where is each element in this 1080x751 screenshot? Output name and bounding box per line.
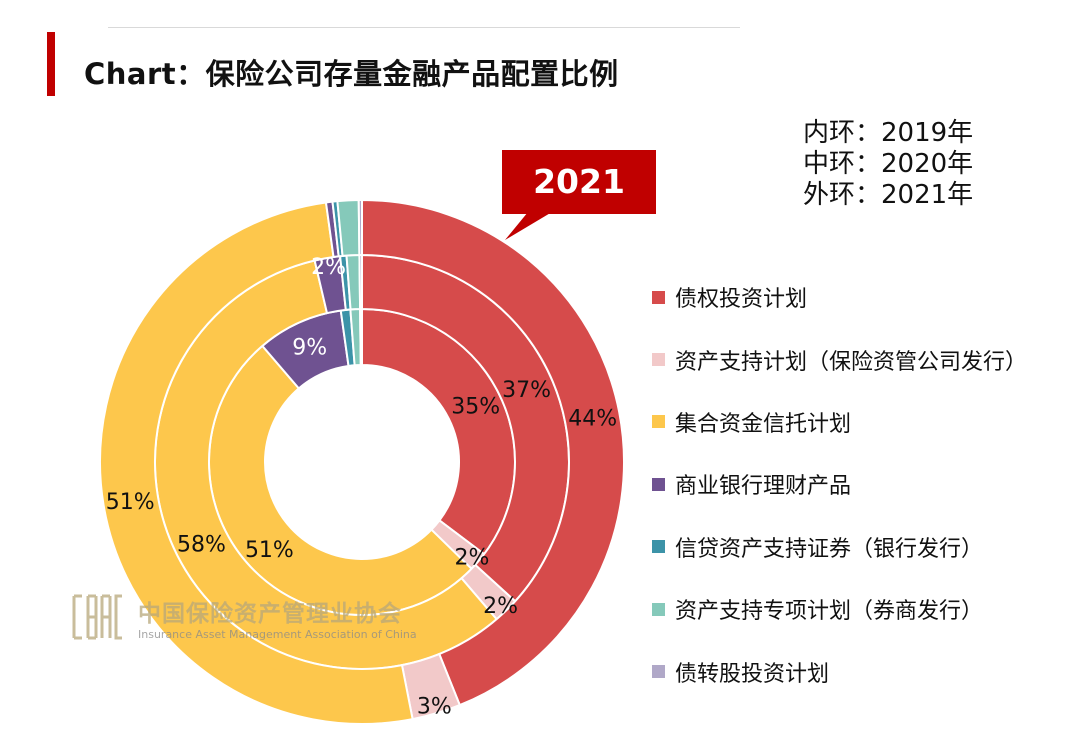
legend-swatch	[652, 665, 665, 679]
legend-swatch	[652, 477, 665, 491]
data-label-2020-2: 58%	[177, 532, 226, 557]
legend-item-2: 集合资金信托计划	[652, 391, 1027, 453]
legend-swatch	[652, 415, 665, 429]
ring-key-outer: 外环：2021年	[803, 180, 974, 210]
legend-swatch	[652, 290, 665, 304]
legend-label: 集合资金信托计划	[675, 411, 852, 437]
data-label-2019-0: 35%	[451, 394, 500, 419]
legend-swatch	[652, 540, 665, 554]
slice-2019-6	[359, 307, 363, 367]
legend-item-6: 债转股投资计划	[652, 640, 1027, 702]
legend-label: 商业银行理财产品	[675, 474, 852, 500]
legend-label: 资产支持计划（保险资管公司发行）	[675, 349, 1028, 375]
association-logo-icon	[72, 594, 122, 640]
data-label-2019-3: 9%	[292, 335, 327, 360]
data-label-2019-1: 2%	[455, 545, 490, 570]
legend-label: 资产支持专项计划（券商发行）	[675, 599, 984, 625]
legend-label: 信贷资产支持证券（银行发行）	[675, 536, 984, 562]
slice-2021-6	[357, 198, 363, 257]
legend: 债权投资计划资产支持计划（保险资管公司发行） 集合资金信托计划 商业银行理财产品信贷…	[652, 266, 1027, 703]
slice-2021-0	[361, 198, 625, 707]
page-title: Chart：保险公司存量金融产品配置比例	[84, 57, 619, 91]
data-label-2021-0: 44%	[568, 406, 617, 431]
legend-item-0: 债权投资计划	[652, 266, 1027, 328]
watermark: 中国保险资产管理业协会 Insurance Asset Management A…	[70, 592, 417, 642]
legend-label: 债转股投资计划	[675, 661, 830, 687]
data-label-2020-3: 2%	[311, 255, 346, 280]
data-label-2019-2: 51%	[245, 538, 294, 563]
data-label-2020-0: 37%	[502, 378, 551, 403]
title-accent-bar	[47, 32, 55, 96]
legend-swatch	[652, 602, 665, 616]
legend-item-1: 资产支持计划（保险资管公司发行）	[652, 328, 1027, 390]
ring-key: 内环：2019年 中环：2020年 外环：2021年	[803, 118, 973, 211]
slice-2021-2	[99, 201, 414, 725]
top-divider	[108, 27, 740, 28]
legend-item-3: 商业银行理财产品	[652, 453, 1027, 515]
legend-item-4: 信贷资产支持证券（银行发行）	[652, 516, 1027, 578]
data-label-2021-2: 51%	[106, 490, 155, 515]
ring-callout-2021: 2021	[502, 150, 656, 214]
legend-swatch	[652, 353, 665, 367]
slice-2020-6	[358, 253, 363, 311]
watermark-chinese: 中国保险资产管理业协会	[138, 600, 402, 627]
legend-label: 债权投资计划	[675, 287, 808, 313]
watermark-english: Insurance Asset Management Association o…	[138, 627, 417, 641]
ring-key-inner: 内环：2019年	[803, 118, 974, 148]
legend-item-5: 资产支持专项计划（券商发行）	[652, 578, 1027, 640]
data-label-2021-1: 3%	[417, 695, 452, 720]
ring-key-middle: 中环：2020年	[803, 149, 974, 179]
data-label-2020-1: 2%	[483, 594, 518, 619]
